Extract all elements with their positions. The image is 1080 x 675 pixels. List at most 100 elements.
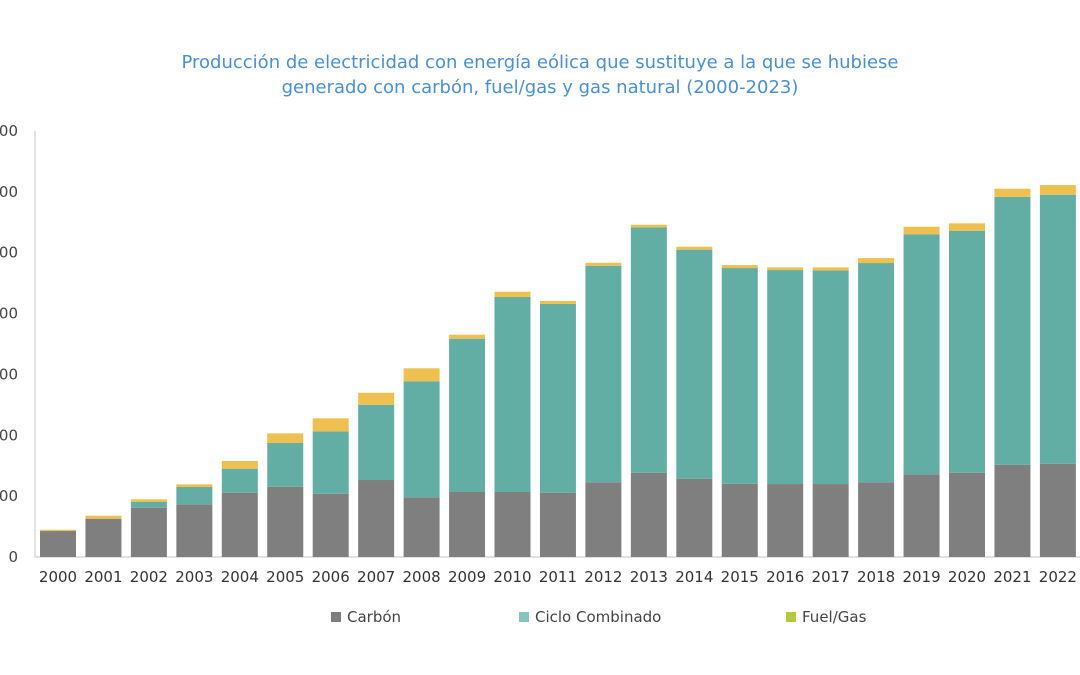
bar-carb-n-2017 bbox=[812, 484, 849, 557]
x-axis: 2000 2001 2002 2003 2004 2005 2006 2007 2008 2009… bbox=[39, 568, 1077, 586]
bar-carb-n-2009 bbox=[449, 492, 486, 557]
x-tick-label: 2011 bbox=[539, 568, 577, 586]
x-tick-label: 2005 bbox=[266, 568, 304, 586]
bar-ciclo-combinado-2014 bbox=[676, 249, 713, 479]
x-tick-label: 2012 bbox=[584, 568, 622, 586]
x-tick-label: 2017 bbox=[812, 568, 850, 586]
legend-item-carbon: Carbón bbox=[331, 608, 401, 626]
bar-fuel-gas-2004 bbox=[221, 460, 258, 469]
chart-title: Producción de electricidad con energía e… bbox=[0, 50, 1080, 100]
bar-ciclo-combinado-2008 bbox=[403, 381, 440, 498]
bar-fuel-gas-2009 bbox=[449, 334, 486, 339]
bar-carb-n-2016 bbox=[767, 484, 804, 557]
bar-carb-n-2002 bbox=[130, 507, 167, 557]
bar-ciclo-combinado-2022 bbox=[1039, 194, 1076, 464]
bars bbox=[40, 185, 1076, 557]
bar-ciclo-combinado-2005 bbox=[267, 443, 304, 487]
bar-fuel-gas-2001 bbox=[85, 515, 122, 519]
x-tick-label: 2020 bbox=[948, 568, 986, 586]
bar-ciclo-combinado-2012 bbox=[585, 265, 622, 483]
bar-carb-n-2008 bbox=[403, 497, 440, 557]
x-tick-label: 2007 bbox=[357, 568, 395, 586]
legend-label-fuel-gas: Fuel/Gas bbox=[802, 608, 867, 626]
bar-fuel-gas-2022 bbox=[1039, 185, 1076, 195]
bar-carb-n-2015 bbox=[721, 483, 758, 557]
legend-label-carbon: Carbón bbox=[347, 608, 402, 626]
y-tick-label: 00 bbox=[0, 244, 18, 262]
bar-fuel-gas-2011 bbox=[539, 300, 576, 304]
x-tick-label: 2010 bbox=[493, 568, 531, 586]
bar-ciclo-combinado-2003 bbox=[176, 487, 213, 505]
x-tick-label: 2016 bbox=[766, 568, 804, 586]
x-tick-label: 2018 bbox=[857, 568, 895, 586]
bar-fuel-gas-2021 bbox=[994, 188, 1031, 197]
bar-fuel-gas-2002 bbox=[130, 499, 167, 502]
bar-fuel-gas-2000 bbox=[40, 529, 76, 532]
legend-swatch-carbon bbox=[331, 612, 341, 622]
x-tick-label: 2022 bbox=[1039, 568, 1077, 586]
y-tick-label: 00 bbox=[0, 426, 18, 444]
y-tick-label: 00 bbox=[0, 183, 18, 201]
bar-carb-n-2007 bbox=[358, 480, 395, 557]
bar-fuel-gas-2005 bbox=[267, 433, 304, 444]
bar-carb-n-2000 bbox=[40, 531, 76, 557]
bar-fuel-gas-2016 bbox=[767, 267, 804, 271]
bar-fuel-gas-2006 bbox=[312, 418, 349, 432]
bar-ciclo-combinado-2017 bbox=[812, 270, 849, 485]
bar-carb-n-2019 bbox=[903, 474, 940, 557]
chart-title-line-2: generado con carbón, fuel/gas y gas natu… bbox=[281, 77, 799, 98]
bar-carb-n-2005 bbox=[267, 486, 304, 557]
x-tick-label: 2002 bbox=[130, 568, 168, 586]
bar-ciclo-combinado-2013 bbox=[630, 227, 667, 473]
bar-carb-n-2010 bbox=[494, 492, 531, 557]
bar-carb-n-2013 bbox=[630, 472, 667, 557]
bar-fuel-gas-2003 bbox=[176, 484, 213, 488]
x-tick-label: 2003 bbox=[175, 568, 213, 586]
chart-title-line-1: Producción de electricidad con energía e… bbox=[181, 52, 899, 73]
bar-carb-n-2021 bbox=[994, 464, 1031, 557]
x-tick-label: 2001 bbox=[84, 568, 122, 586]
y-tick-label: 00 bbox=[0, 365, 18, 383]
y-tick-label: 00 bbox=[0, 487, 18, 505]
bar-ciclo-combinado-2004 bbox=[221, 468, 258, 493]
bar-ciclo-combinado-2002 bbox=[130, 501, 167, 508]
bar-carb-n-2018 bbox=[858, 482, 895, 557]
bar-fuel-gas-2008 bbox=[403, 368, 440, 382]
bar-fuel-gas-2017 bbox=[812, 267, 849, 271]
bar-ciclo-combinado-2020 bbox=[949, 230, 985, 473]
bar-fuel-gas-2010 bbox=[494, 291, 531, 298]
bar-fuel-gas-2014 bbox=[676, 246, 713, 250]
bar-fuel-gas-2007 bbox=[358, 392, 395, 405]
y-tick-label: 0 bbox=[8, 548, 18, 566]
bar-ciclo-combinado-2010 bbox=[494, 297, 531, 493]
bar-ciclo-combinado-2021 bbox=[994, 196, 1031, 465]
bar-carb-n-2004 bbox=[221, 492, 258, 557]
bar-fuel-gas-2015 bbox=[721, 265, 758, 269]
x-tick-label: 2004 bbox=[221, 568, 259, 586]
legend-swatch-ciclo-combinado bbox=[519, 612, 529, 622]
bar-ciclo-combinado-2006 bbox=[312, 431, 349, 494]
bar-carb-n-2003 bbox=[176, 504, 213, 557]
bar-carb-n-2020 bbox=[949, 472, 985, 557]
y-tick-label: 00 bbox=[0, 122, 18, 140]
bar-carb-n-2012 bbox=[585, 482, 622, 557]
bar-ciclo-combinado-2011 bbox=[539, 303, 576, 493]
x-tick-label: 2014 bbox=[675, 568, 713, 586]
x-tick-label: 2019 bbox=[902, 568, 940, 586]
bar-carb-n-2011 bbox=[539, 492, 576, 557]
legend-item-fuel-gas: Fuel/Gas bbox=[786, 608, 866, 626]
legend: Carbón Ciclo Combinado Fuel/Gas bbox=[0, 608, 1080, 628]
bar-fuel-gas-2019 bbox=[903, 226, 940, 235]
bar-fuel-gas-2013 bbox=[630, 224, 667, 228]
x-tick-label: 2000 bbox=[39, 568, 77, 586]
bar-carb-n-2001 bbox=[85, 518, 122, 557]
bar-carb-n-2006 bbox=[312, 493, 349, 557]
legend-label-ciclo-combinado: Ciclo Combinado bbox=[535, 608, 662, 626]
x-tick-label: 2021 bbox=[993, 568, 1031, 586]
x-tick-label: 2015 bbox=[721, 568, 759, 586]
x-tick-label: 2008 bbox=[403, 568, 441, 586]
bar-fuel-gas-2018 bbox=[858, 258, 895, 264]
bar-ciclo-combinado-2019 bbox=[903, 234, 940, 475]
bar-ciclo-combinado-2018 bbox=[858, 263, 895, 483]
